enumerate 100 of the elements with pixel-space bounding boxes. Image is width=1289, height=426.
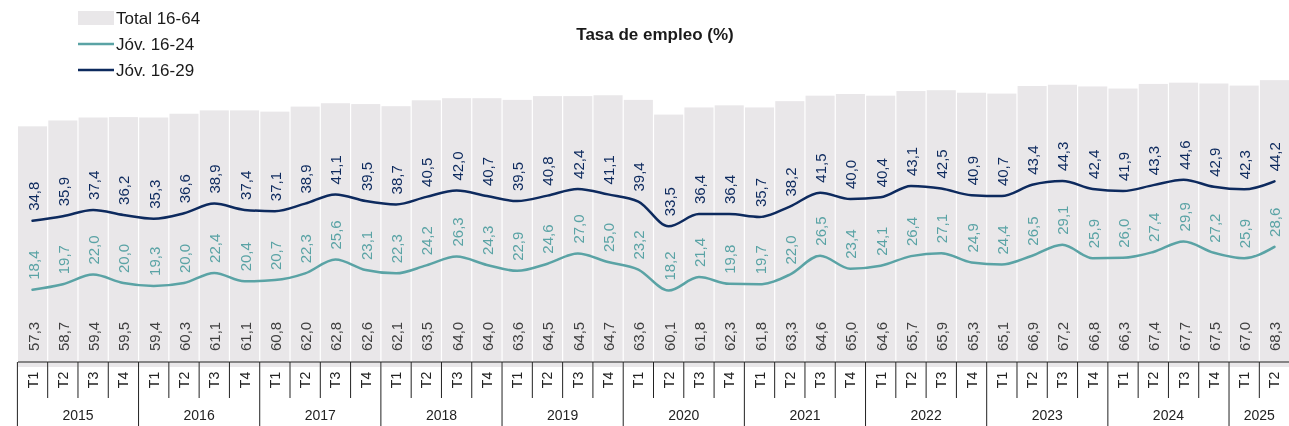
data-label: 40,7 — [993, 156, 1011, 187]
data-label: 41,5 — [812, 153, 830, 183]
data-label: 25,9 — [1236, 219, 1254, 249]
x-tick-label: T1 — [993, 371, 1010, 389]
data-label: 24,6 — [539, 224, 557, 254]
data-label: 63,3 — [781, 321, 799, 351]
data-label: 59,4 — [145, 321, 163, 351]
data-label: 63,6 — [630, 321, 648, 351]
data-label: 40,7 — [478, 156, 496, 187]
data-label: 35,3 — [145, 179, 163, 209]
data-label: 65,9 — [933, 321, 951, 351]
data-label: 40,9 — [963, 156, 981, 186]
x-tick-label: T4 — [963, 371, 980, 389]
text: 2017 — [304, 407, 337, 423]
data-label: 66,9 — [1024, 321, 1042, 351]
text: 2016 — [183, 407, 215, 423]
data-label: 23,2 — [630, 230, 648, 260]
data-label: 60,1 — [660, 321, 678, 351]
x-tick-label: T3 — [812, 371, 829, 389]
x-tick-label: T3 — [1175, 371, 1192, 389]
x-tick-label: T3 — [1054, 371, 1071, 389]
x-tick-label: T2 — [175, 371, 192, 389]
data-label: 27,4 — [1145, 212, 1163, 242]
data-label: 26,4 — [902, 216, 920, 247]
data-label: 19,7 — [54, 245, 72, 275]
data-label: 25,0 — [600, 222, 618, 252]
text: 2018 — [425, 407, 458, 423]
data-label: 20,7 — [266, 240, 284, 271]
data-label: 65,0 — [842, 321, 860, 351]
data-label: 35,7 — [751, 177, 769, 208]
data-label: 27,1 — [933, 213, 951, 244]
data-label: 63,5 — [418, 321, 436, 351]
legend-label: Jóv. 16-29 — [116, 61, 195, 80]
data-label: 63,6 — [509, 321, 527, 351]
data-label: 64,6 — [812, 321, 830, 351]
x-tick-label: T4 — [357, 371, 374, 389]
data-label: 19,7 — [751, 245, 769, 275]
x-tick-label: T3 — [690, 371, 707, 389]
text: 2023 — [1031, 407, 1064, 423]
x-tick-label: T1 — [388, 371, 405, 389]
data-label: 67,7 — [1175, 321, 1193, 351]
data-label: 38,7 — [388, 165, 406, 195]
data-label: 62,0 — [297, 321, 315, 351]
data-label: 67,4 — [1145, 321, 1163, 351]
data-label: 64,6 — [872, 321, 890, 351]
data-label: 58,7 — [54, 321, 72, 351]
data-label: 40,0 — [842, 159, 860, 189]
data-label: 41,1 — [600, 155, 618, 185]
text: 2015 — [62, 407, 94, 423]
data-label: 68,3 — [1266, 321, 1284, 351]
x-tick-label: T4 — [236, 371, 253, 389]
data-label: 23,4 — [842, 229, 860, 259]
data-label: 24,9 — [963, 223, 981, 253]
data-label: 26,5 — [812, 216, 830, 246]
data-label: 28,6 — [1266, 207, 1284, 237]
data-label: 57,3 — [24, 321, 42, 351]
data-label: 61,1 — [206, 321, 224, 351]
data-label: 22,3 — [297, 234, 315, 264]
x-tick-label: T2 — [781, 371, 798, 389]
data-label: 29,1 — [1054, 205, 1072, 235]
data-label: 36,4 — [721, 174, 739, 205]
data-label: 39,4 — [630, 162, 648, 192]
x-tick-label: T4 — [842, 371, 859, 389]
x-tick-label: T2 — [297, 371, 314, 389]
text: 2025 — [1243, 407, 1276, 423]
data-label: 21,4 — [690, 237, 708, 268]
data-label: 22,0 — [85, 235, 103, 265]
x-tick-label: T4 — [721, 371, 738, 389]
data-label: 25,9 — [1084, 219, 1102, 249]
data-label: 62,6 — [357, 321, 375, 351]
x-tick-label: T2 — [54, 371, 71, 389]
text: 2022 — [910, 407, 942, 423]
data-label: 64,0 — [478, 321, 496, 351]
data-label: 20,4 — [236, 242, 254, 272]
data-label: 59,5 — [115, 321, 133, 351]
data-label: 43,1 — [902, 146, 920, 176]
data-label: 20,0 — [115, 243, 133, 273]
data-label: 64,5 — [539, 321, 557, 351]
data-label: 37,1 — [266, 171, 284, 202]
data-label: 42,0 — [448, 151, 466, 181]
data-label: 26,5 — [1024, 216, 1042, 246]
data-label: 36,6 — [175, 174, 193, 204]
x-tick-label: T3 — [448, 371, 465, 389]
x-tick-label: T1 — [751, 371, 768, 389]
data-label: 19,8 — [721, 244, 739, 274]
data-label: 26,0 — [1115, 218, 1133, 248]
x-tick-label: T2 — [418, 371, 435, 389]
data-label: 66,8 — [1084, 321, 1102, 351]
x-tick-label: T2 — [660, 371, 677, 389]
data-label: 40,8 — [539, 156, 557, 186]
data-label: 64,5 — [569, 321, 587, 351]
data-label: 27,0 — [569, 214, 587, 244]
data-label: 61,8 — [690, 321, 708, 351]
data-label: 42,5 — [933, 149, 951, 179]
x-tick-label: T4 — [600, 371, 617, 389]
x-tick-label: T2 — [1266, 371, 1283, 389]
data-label: 22,9 — [509, 231, 527, 261]
x-tick-label: T4 — [115, 371, 132, 389]
data-label: 26,3 — [448, 217, 466, 247]
data-label: 42,9 — [1205, 147, 1223, 177]
